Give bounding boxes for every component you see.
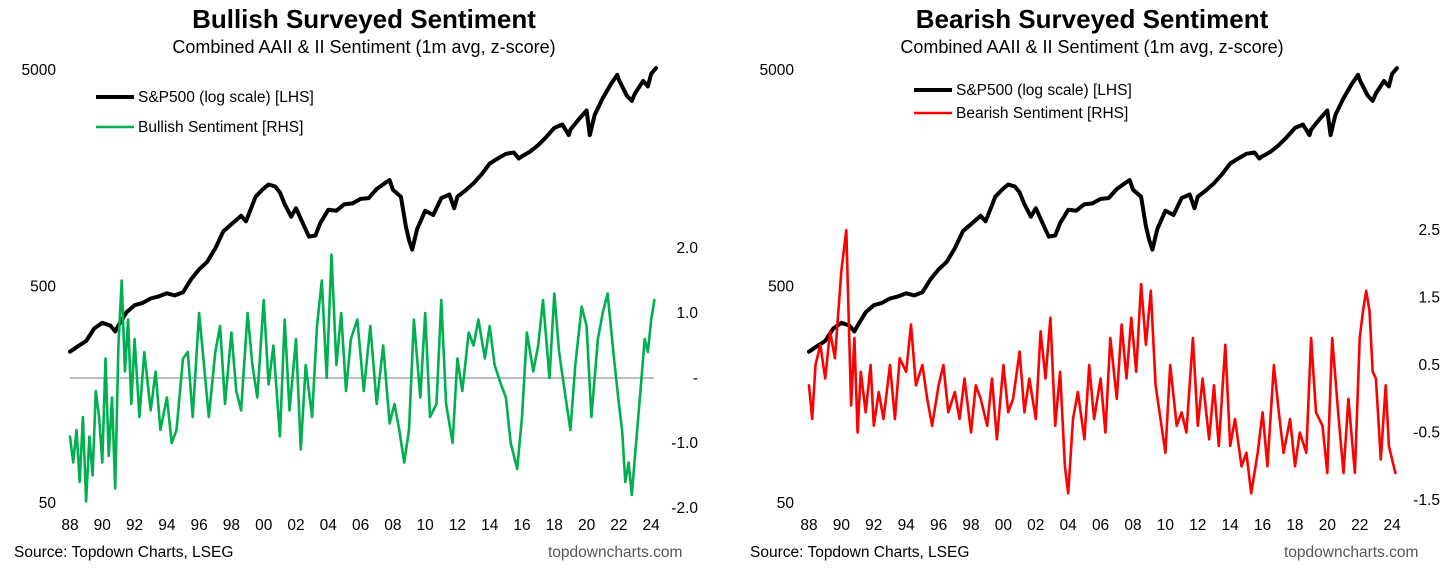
bullish-sentiment-chart: 5000 500 50 2.0 1.0 - -1.0 -2.0 88 90 92 94 96 98 00 02… <box>22 62 699 534</box>
x-axis-tick-label: 06 <box>352 517 369 534</box>
right-axis-tick-label: 1.5 <box>1418 290 1440 307</box>
x-axis-tick-label: 94 <box>898 517 916 534</box>
brand-link[interactable]: topdowncharts.com <box>548 544 683 561</box>
x-axis-tick-label: 24 <box>643 517 661 534</box>
right-axis-tick-label: 2.0 <box>676 240 698 257</box>
x-axis-tick-label: 20 <box>1319 517 1337 534</box>
sp500-series-line <box>807 66 1399 354</box>
x-axis-tick-label: 22 <box>610 517 627 534</box>
x-axis-tick-label: 08 <box>1124 517 1141 534</box>
x-axis-tick-label: 92 <box>865 517 882 534</box>
x-axis-tick-label: 88 <box>800 517 817 534</box>
source-note: Source: Topdown Charts, LSEG <box>14 544 234 561</box>
x-axis-tick-label: 20 <box>578 517 596 534</box>
x-axis-tick-label: 04 <box>1060 517 1078 534</box>
x-axis-tick-label: 10 <box>417 517 435 534</box>
right-axis-tick-label: 0.5 <box>1418 357 1440 374</box>
bearish-chart-panel: Bearish Surveyed Sentiment Combined AAII… <box>728 0 1456 568</box>
x-axis-tick-label: 02 <box>1027 517 1044 534</box>
brand-link[interactable]: topdowncharts.com <box>1284 544 1419 561</box>
left-axis-tick-label: 50 <box>39 495 57 512</box>
x-axis-tick-label: 18 <box>546 517 563 534</box>
x-axis-tick-label: 90 <box>833 517 851 534</box>
bullish-chart-panel: Bullish Surveyed Sentiment Combined AAII… <box>14 4 699 561</box>
x-axis-tick-label: 04 <box>320 517 338 534</box>
x-axis-tick-label: 94 <box>158 517 176 534</box>
x-axis-tick-label: 12 <box>1189 517 1206 534</box>
x-axis-tick-label: 00 <box>255 517 273 534</box>
right-axis-tick-label: -0.5 <box>1413 425 1440 442</box>
x-axis-tick-label: 96 <box>191 517 208 534</box>
left-axis-tick-label: 500 <box>30 279 56 296</box>
x-axis-tick-label: 14 <box>1222 517 1240 534</box>
sp500-series-line <box>68 66 658 354</box>
right-axis-tick-label: - <box>693 370 698 387</box>
right-axis-tick-label: -1.0 <box>671 435 698 452</box>
x-axis-tick-label: 02 <box>287 517 304 534</box>
x-axis-tick-label: 16 <box>513 517 530 534</box>
chart-subtitle: Combined AAII & II Sentiment (1m avg, z-… <box>172 37 556 57</box>
x-axis-tick-label: 90 <box>94 517 112 534</box>
right-axis-tick-label: -1.5 <box>1413 492 1440 509</box>
bearish-series-line <box>807 228 1397 495</box>
x-axis-tick-label: 98 <box>223 517 240 534</box>
legend-label: S&P500 (log scale) [LHS] <box>956 82 1132 99</box>
x-axis-tick-label: 00 <box>995 517 1013 534</box>
x-axis-tick-label: 16 <box>1254 517 1271 534</box>
x-axis-tick-label: 88 <box>61 517 78 534</box>
left-axis-tick-label: 50 <box>777 495 795 512</box>
legend-label: Bearish Sentiment [RHS] <box>956 105 1128 122</box>
chart-title: Bearish Surveyed Sentiment <box>915 4 1269 34</box>
chart-title: Bullish Surveyed Sentiment <box>192 4 536 34</box>
x-axis-tick-label: 22 <box>1351 517 1368 534</box>
x-axis-tick-label: 10 <box>1157 517 1175 534</box>
x-axis-tick-label: 06 <box>1092 517 1109 534</box>
legend-label: S&P500 (log scale) [LHS] <box>138 89 314 106</box>
x-axis-tick-label: 98 <box>962 517 979 534</box>
right-axis-tick-label: 1.0 <box>676 305 698 322</box>
x-axis-tick-label: 08 <box>384 517 401 534</box>
left-axis-tick-label: 500 <box>768 279 794 296</box>
bearish-sentiment-chart: 5000 500 50 2.5 1.5 0.5 -0.5 -1.5 88 90 92 94 96 98 00… <box>760 62 1440 534</box>
chart-subtitle: Combined AAII & II Sentiment (1m avg, z-… <box>900 37 1284 57</box>
x-axis-tick-label: 96 <box>930 517 947 534</box>
x-axis-tick-label: 18 <box>1286 517 1303 534</box>
left-axis-tick-label: 5000 <box>760 62 795 79</box>
left-axis-tick-label: 5000 <box>22 62 57 79</box>
x-axis-tick-label: 92 <box>126 517 143 534</box>
right-axis-tick-label: -2.0 <box>671 500 698 517</box>
right-axis-tick-label: 2.5 <box>1418 222 1440 239</box>
x-axis-tick-label: 14 <box>481 517 499 534</box>
source-note: Source: Topdown Charts, LSEG <box>750 544 970 561</box>
x-axis-tick-label: 24 <box>1384 517 1402 534</box>
legend-label: Bullish Sentiment [RHS] <box>138 119 303 136</box>
x-axis-tick-label: 12 <box>449 517 466 534</box>
bullish-series-line <box>68 253 656 503</box>
